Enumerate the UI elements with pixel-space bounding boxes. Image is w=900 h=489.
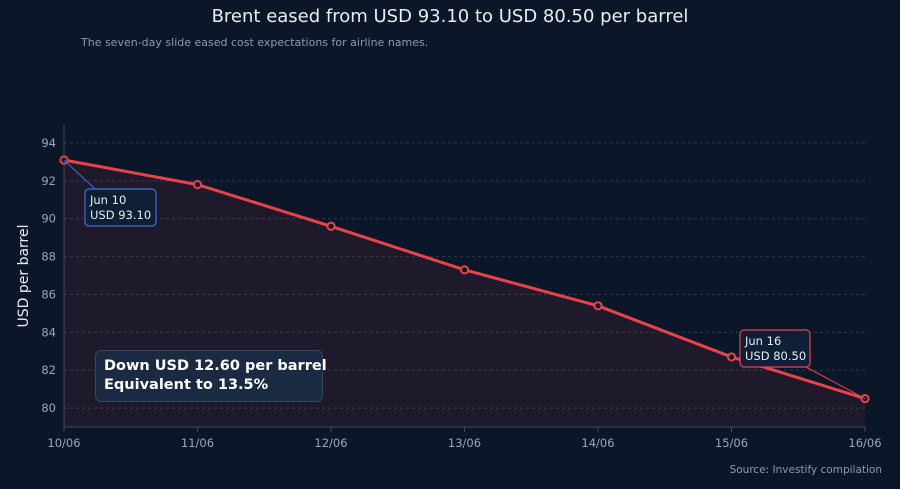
annotation-date: Jun 16	[744, 334, 781, 348]
data-point	[192, 180, 203, 190]
data-point	[459, 265, 470, 275]
annotation-value: USD 80.50	[745, 349, 806, 363]
change-callout: Down USD 12.60 per barrel Equivalent to …	[95, 350, 327, 402]
x-tick-label: 13/06	[448, 436, 481, 450]
y-tick-label: 82	[41, 363, 56, 377]
callout-line-2: Equivalent to 13.5%	[104, 377, 269, 393]
y-tick-label: 94	[41, 136, 56, 150]
series-group	[59, 155, 870, 404]
callout-line-1: Down USD 12.60 per barrel	[104, 358, 327, 374]
y-tick-label: 84	[41, 325, 56, 339]
annotation-leader	[805, 366, 866, 400]
x-tick-label: 11/06	[181, 436, 214, 450]
x-tick-label: 16/06	[848, 436, 881, 450]
chart-title: Brent eased from USD 93.10 to USD 80.50 …	[211, 6, 689, 27]
chart-subtitle: The seven-day slide eased cost expectati…	[81, 36, 429, 49]
x-tick-label: 15/06	[715, 436, 748, 450]
y-tick-label: 86	[41, 287, 56, 301]
y-tick-label: 88	[41, 250, 56, 264]
annotation-box	[84, 188, 157, 227]
y-tick-label: 80	[41, 401, 56, 415]
data-point	[726, 352, 737, 362]
source-note: Source: Investify compilation	[729, 464, 882, 476]
data-point	[593, 301, 603, 311]
x-tick-label: 12/06	[314, 436, 347, 450]
data-point	[326, 221, 336, 231]
y-tick-label: 92	[41, 174, 56, 188]
axes: 80 82 84 86 88 90 92 94 10/06 11/06 12/06 13/06 14/0…	[41, 124, 882, 450]
x-tick-label: 14/06	[581, 436, 614, 450]
annotation-box	[739, 329, 811, 368]
annotation-leader	[63, 159, 96, 190]
y-axis-label: USD per barrel	[16, 225, 32, 328]
annotation-value: USD 93.10	[90, 208, 151, 222]
x-tick-label: 10/06	[47, 436, 80, 450]
annotation-date: Jun 10	[89, 193, 126, 207]
y-tick-label: 90	[41, 212, 56, 226]
